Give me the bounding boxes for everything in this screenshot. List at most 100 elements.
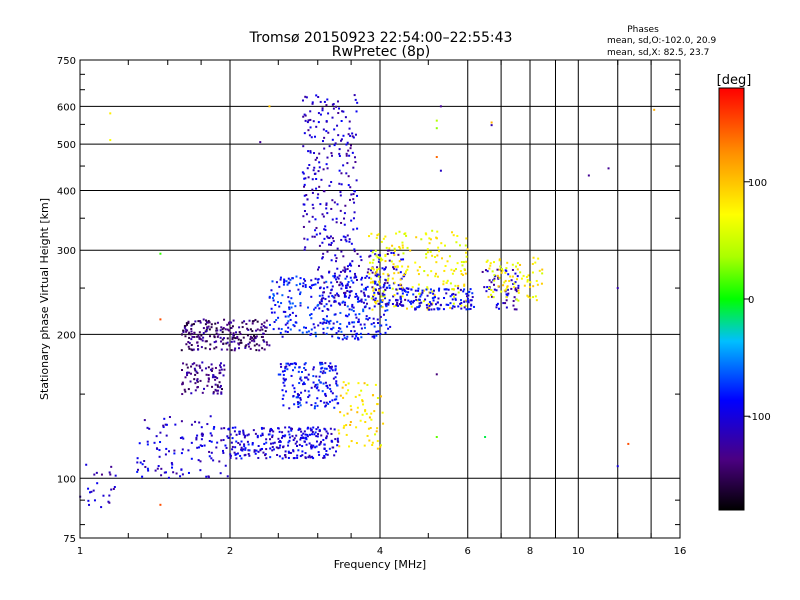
data-point [114, 474, 117, 477]
data-point [291, 384, 294, 387]
data-point [219, 329, 222, 332]
data-point [314, 277, 317, 280]
data-point [294, 362, 297, 365]
data-point [228, 344, 231, 347]
data-point [302, 383, 305, 386]
data-point [332, 275, 335, 278]
data-point [325, 120, 328, 123]
data-point [317, 170, 320, 173]
data-point [316, 156, 319, 159]
data-point [316, 397, 319, 400]
data-point [108, 501, 111, 504]
data-point [324, 381, 327, 384]
data-point [353, 276, 356, 279]
data-point [372, 295, 375, 298]
data-point [165, 434, 168, 437]
data-point [426, 306, 429, 309]
data-point [238, 326, 241, 329]
data-point [319, 442, 322, 445]
data-point [312, 375, 315, 378]
data-point [181, 393, 184, 396]
data-point [414, 296, 417, 299]
data-point [532, 285, 535, 288]
data-point [283, 278, 286, 281]
data-point [505, 296, 508, 299]
data-point [214, 383, 217, 386]
data-point [344, 284, 347, 287]
data-point [303, 210, 306, 213]
data-point [486, 259, 489, 262]
data-point [345, 286, 348, 289]
data-point [321, 107, 324, 110]
data-point [226, 323, 229, 326]
data-point [194, 373, 197, 376]
data-point [310, 447, 313, 450]
data-point [433, 294, 436, 297]
data-point [353, 250, 356, 253]
data-point [307, 373, 310, 376]
data-point [354, 395, 357, 398]
data-point [343, 291, 346, 294]
data-point [216, 384, 219, 387]
data-point [326, 386, 329, 389]
data-point [256, 436, 259, 439]
data-point [199, 379, 202, 382]
data-point [317, 266, 320, 269]
data-point [279, 373, 282, 376]
data-point [343, 212, 346, 215]
data-point [313, 166, 316, 169]
data-point [213, 425, 216, 428]
data-point [244, 447, 247, 450]
data-point [382, 290, 385, 293]
data-point [348, 308, 351, 311]
data-point [205, 340, 208, 343]
data-point [346, 268, 349, 271]
data-point [253, 337, 256, 340]
data-point [334, 313, 337, 316]
data-point [316, 404, 319, 407]
data-point [457, 287, 460, 290]
data-point [252, 320, 255, 323]
data-point [222, 451, 225, 454]
data-point [254, 432, 257, 435]
data-point [163, 471, 166, 474]
data-point [330, 328, 333, 331]
data-point [245, 344, 248, 347]
data-point [449, 282, 452, 285]
data-point [146, 426, 149, 429]
data-point [187, 333, 190, 336]
data-point [317, 324, 320, 327]
data-point [299, 304, 302, 307]
data-point [351, 132, 354, 135]
data-point [424, 298, 427, 301]
data-point [279, 276, 282, 279]
data-point [319, 370, 322, 373]
data-point [160, 474, 163, 477]
data-point [496, 268, 499, 271]
data-point [367, 427, 370, 430]
data-point [206, 423, 209, 426]
data-point [284, 315, 287, 318]
data-point [355, 179, 358, 182]
data-point [339, 191, 342, 194]
data-point [452, 295, 455, 298]
data-point [323, 228, 326, 231]
data-point [492, 296, 495, 299]
data-point [320, 367, 323, 370]
data-point [323, 147, 326, 150]
data-point [376, 266, 379, 269]
data-point [343, 334, 346, 337]
data-point [362, 308, 365, 311]
data-point [374, 383, 377, 386]
data-point [343, 424, 346, 427]
data-point [384, 303, 387, 306]
data-point [165, 471, 168, 474]
data-point [296, 456, 299, 459]
data-point [377, 233, 380, 236]
data-point [265, 438, 268, 441]
data-point [377, 253, 380, 256]
data-point [196, 378, 199, 381]
data-point [377, 260, 380, 263]
data-point [374, 274, 377, 277]
data-point [444, 244, 447, 247]
